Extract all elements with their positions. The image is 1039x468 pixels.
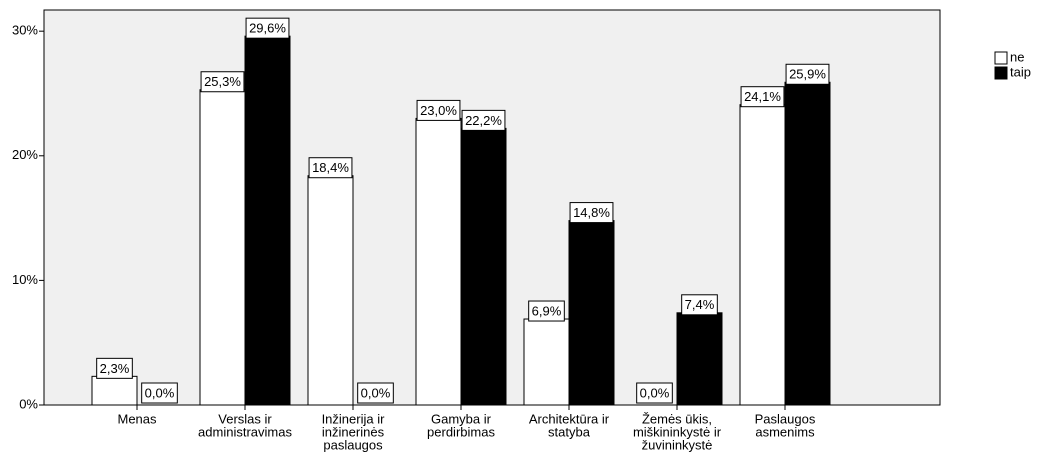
x-tick-label: Gamyba ir	[431, 411, 492, 426]
y-tick-label: 20%	[12, 147, 38, 162]
value-label-box	[681, 294, 718, 316]
bar	[460, 127, 507, 406]
x-tick-label: Paslaugos	[755, 411, 816, 426]
value-label: 29,6%	[249, 21, 286, 36]
bar	[523, 318, 570, 406]
x-tick-label: Menas	[117, 411, 157, 426]
bar	[568, 220, 615, 406]
value-label-box	[357, 382, 394, 404]
legend-swatch	[994, 51, 1008, 65]
bar	[91, 375, 138, 406]
value-label: 18,4%	[312, 160, 349, 175]
value-label-box	[308, 157, 353, 179]
value-label: 0,0%	[640, 385, 670, 400]
value-label-box	[200, 71, 245, 93]
value-label: 6,9%	[532, 303, 562, 318]
value-label: 24,1%	[744, 89, 781, 104]
x-tick-label: paslaugos	[323, 437, 383, 452]
x-tick-label: Verslas ir	[218, 411, 272, 426]
bar	[784, 81, 831, 406]
legend-label: taip	[1010, 64, 1031, 79]
value-label: 7,4%	[685, 297, 715, 312]
bar	[739, 104, 786, 406]
y-tick-label: 30%	[12, 23, 38, 38]
value-label-box	[245, 17, 290, 39]
value-label: 14,8%	[573, 205, 610, 220]
value-label-box	[569, 202, 614, 224]
value-label-box	[141, 382, 178, 404]
x-tick-label: perdirbimas	[427, 424, 495, 439]
value-label: 23,0%	[420, 103, 457, 118]
value-label: 22,2%	[465, 113, 502, 128]
value-label: 25,9%	[789, 67, 826, 82]
x-tick-label: administravimas	[198, 424, 292, 439]
value-label: 0,0%	[361, 385, 391, 400]
value-label-box	[636, 382, 673, 404]
y-tick-label: 0%	[19, 396, 38, 411]
bar	[676, 312, 723, 406]
value-label-box	[416, 99, 461, 121]
y-tick-label: 10%	[12, 272, 38, 287]
bar	[415, 117, 462, 406]
x-tick-label: žuvininkystė	[642, 437, 713, 452]
x-tick-label: asmenims	[755, 424, 815, 439]
legend-swatch	[994, 66, 1008, 80]
value-label-box	[740, 86, 785, 108]
x-tick-label: Inžinerija ir	[322, 411, 386, 426]
value-label: 2,3%	[100, 361, 130, 376]
x-tick-label: inžinerinės	[322, 424, 385, 439]
value-label: 25,3%	[204, 74, 241, 89]
value-label-box	[785, 63, 830, 85]
value-label-box	[96, 357, 133, 379]
value-label-box	[528, 300, 565, 322]
value-label-box	[461, 109, 506, 131]
x-tick-label: Žemės ūkis,	[642, 411, 712, 426]
value-label: 0,0%	[145, 385, 175, 400]
bar	[244, 35, 291, 406]
x-tick-label: statyba	[548, 424, 591, 439]
bar	[199, 89, 246, 406]
legend-label: ne	[1010, 49, 1024, 64]
x-tick-label: miškininkystė ir	[633, 424, 722, 439]
bar	[307, 175, 354, 406]
x-tick-label: Architektūra ir	[529, 411, 610, 426]
